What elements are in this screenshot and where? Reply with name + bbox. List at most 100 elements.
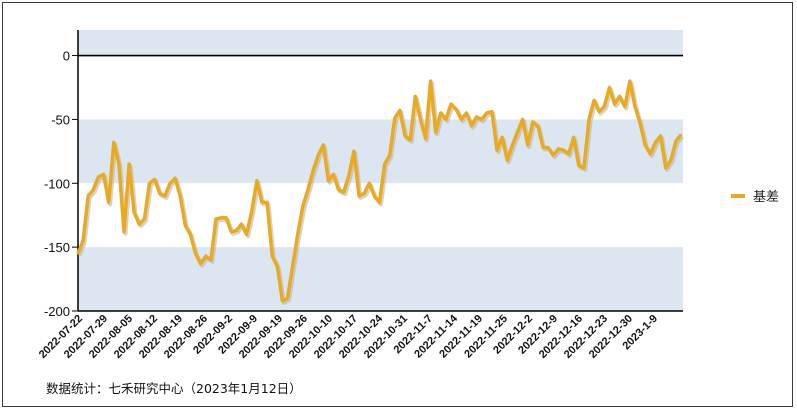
source-note: 数据统计：七禾研究中心（2023年1月12日） bbox=[46, 381, 302, 396]
data-point bbox=[511, 144, 514, 146]
data-point bbox=[572, 136, 575, 139]
data-point bbox=[342, 191, 345, 193]
data-point bbox=[302, 205, 304, 208]
data-point bbox=[429, 80, 432, 82]
data-point bbox=[608, 86, 611, 89]
data-point bbox=[143, 218, 146, 220]
data-point bbox=[578, 164, 580, 167]
data-point bbox=[317, 154, 320, 156]
data-point bbox=[77, 252, 79, 255]
data-point bbox=[250, 210, 253, 213]
data-point bbox=[256, 179, 258, 182]
data-point bbox=[455, 108, 458, 110]
data-point bbox=[230, 231, 233, 233]
data-point bbox=[562, 149, 565, 151]
data-point bbox=[363, 192, 366, 195]
data-point bbox=[179, 195, 181, 197]
data-point bbox=[205, 255, 207, 257]
data-point bbox=[664, 167, 667, 169]
data-point bbox=[383, 163, 386, 165]
data-point bbox=[82, 240, 84, 242]
data-point bbox=[675, 140, 677, 142]
data-point bbox=[670, 159, 672, 162]
data-point bbox=[276, 265, 279, 268]
data-point bbox=[624, 105, 626, 108]
data-point bbox=[353, 150, 355, 153]
data-point bbox=[87, 195, 89, 197]
band-2 bbox=[78, 119, 683, 184]
data-point bbox=[368, 182, 371, 185]
data-point bbox=[322, 144, 325, 146]
data-point bbox=[174, 177, 176, 179]
data-point bbox=[394, 117, 396, 119]
data-point bbox=[618, 95, 621, 98]
data-point bbox=[588, 118, 590, 121]
data-point bbox=[128, 163, 130, 165]
series-layer bbox=[76, 79, 685, 305]
data-point bbox=[419, 118, 422, 121]
band-1 bbox=[78, 55, 683, 120]
data-point bbox=[378, 201, 381, 204]
data-point bbox=[286, 297, 289, 300]
data-point bbox=[613, 103, 616, 105]
data-point bbox=[123, 231, 125, 233]
data-point bbox=[113, 141, 115, 144]
data-point bbox=[235, 229, 238, 232]
data-point bbox=[680, 133, 682, 136]
data-point bbox=[210, 259, 212, 261]
data-point bbox=[194, 252, 197, 255]
data-point bbox=[460, 118, 463, 121]
data-point bbox=[496, 149, 498, 151]
data-point bbox=[557, 148, 560, 150]
data-point bbox=[440, 112, 442, 114]
data-point bbox=[337, 188, 340, 191]
data-point bbox=[491, 110, 493, 113]
data-point bbox=[404, 135, 406, 137]
data-point bbox=[634, 105, 636, 108]
data-point bbox=[153, 178, 156, 181]
data-point bbox=[271, 255, 274, 257]
data-point bbox=[414, 95, 417, 98]
y-axis: 0 -50 -100 -150 -200 bbox=[44, 30, 79, 319]
data-point bbox=[532, 121, 534, 123]
data-point bbox=[542, 146, 544, 149]
data-point bbox=[654, 141, 657, 144]
data-point bbox=[215, 218, 217, 220]
legend-label: 基差 bbox=[753, 190, 779, 205]
data-point bbox=[296, 233, 299, 236]
data-point bbox=[388, 154, 391, 156]
background-bands bbox=[78, 30, 683, 311]
data-point bbox=[424, 137, 427, 140]
data-point bbox=[409, 139, 412, 141]
data-point bbox=[547, 146, 549, 149]
data-point bbox=[465, 112, 468, 114]
data-point bbox=[102, 173, 105, 176]
y-tick-label: -200 bbox=[44, 304, 70, 319]
data-point bbox=[199, 262, 202, 265]
data-point bbox=[639, 122, 641, 124]
data-point bbox=[644, 144, 646, 146]
band-0 bbox=[78, 30, 683, 56]
data-point bbox=[603, 105, 606, 108]
data-point bbox=[475, 116, 478, 118]
data-point bbox=[266, 201, 268, 204]
data-point bbox=[629, 80, 631, 82]
data-point bbox=[649, 153, 652, 155]
data-point bbox=[450, 103, 452, 105]
data-point bbox=[307, 188, 309, 191]
legend: 基差 bbox=[731, 190, 779, 205]
data-point bbox=[133, 211, 135, 214]
data-point bbox=[240, 223, 243, 225]
data-point bbox=[659, 135, 662, 137]
data-point bbox=[327, 179, 330, 182]
data-point bbox=[118, 163, 120, 165]
data-point bbox=[506, 159, 509, 162]
data-point bbox=[445, 118, 447, 121]
data-point bbox=[148, 182, 151, 185]
data-point bbox=[225, 217, 227, 219]
data-point bbox=[291, 265, 294, 268]
data-point bbox=[470, 125, 473, 127]
data-point bbox=[159, 192, 161, 195]
data-point bbox=[261, 201, 263, 204]
